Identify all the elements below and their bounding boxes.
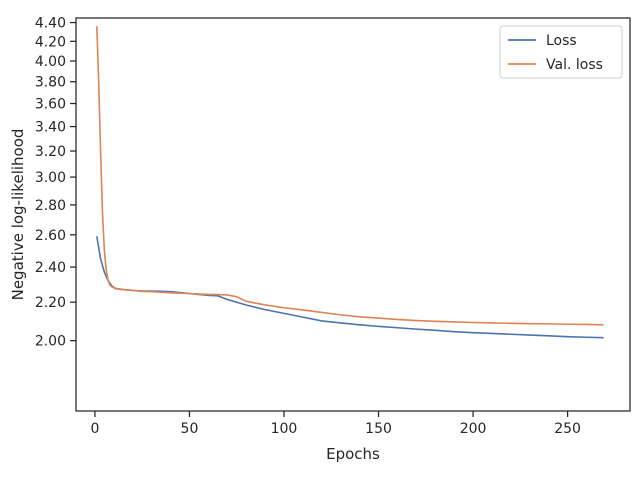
y-tick-label: 3.40 bbox=[35, 120, 66, 136]
legend: Loss Val. loss bbox=[499, 25, 623, 79]
legend-label: Val. loss bbox=[546, 57, 603, 73]
x-tick-label: 250 bbox=[554, 421, 581, 437]
x-axis-label: Epochs bbox=[326, 445, 380, 463]
y-tick-label: 4.40 bbox=[35, 16, 66, 32]
y-tick-label: 2.20 bbox=[35, 295, 66, 311]
x-tick-label: 100 bbox=[271, 421, 298, 437]
y-tick-label: 2.60 bbox=[35, 228, 66, 244]
y-tick-label: 2.00 bbox=[35, 334, 66, 350]
series-line-val-loss bbox=[96, 26, 604, 326]
y-axis-ticks: 2.00 2.20 2.40 2.60 2.80 3.00 3.20 3.40 3.60 3.80… bbox=[35, 16, 76, 350]
y-tick-label: 2.80 bbox=[35, 198, 66, 214]
legend-box bbox=[499, 25, 623, 79]
x-tick-label: 0 bbox=[90, 421, 99, 437]
legend-label: Loss bbox=[546, 33, 577, 49]
y-tick-label: 4.00 bbox=[35, 54, 66, 70]
y-tick-label: 3.60 bbox=[35, 97, 66, 113]
series-layer bbox=[96, 26, 604, 339]
x-tick-label: 150 bbox=[365, 421, 392, 437]
x-tick-label: 200 bbox=[460, 421, 487, 437]
x-tick-label: 50 bbox=[181, 421, 199, 437]
y-tick-label: 4.20 bbox=[35, 34, 66, 50]
y-axis-label: Negative log-likelihood bbox=[9, 129, 27, 301]
y-tick-label: 3.80 bbox=[35, 75, 66, 91]
y-tick-label: 2.40 bbox=[35, 260, 66, 276]
x-axis-ticks: 0 50 100 150 200 250 bbox=[90, 411, 581, 437]
y-tick-label: 3.00 bbox=[35, 170, 66, 186]
axes-frame bbox=[75, 17, 631, 412]
y-tick-label: 3.20 bbox=[35, 144, 66, 160]
